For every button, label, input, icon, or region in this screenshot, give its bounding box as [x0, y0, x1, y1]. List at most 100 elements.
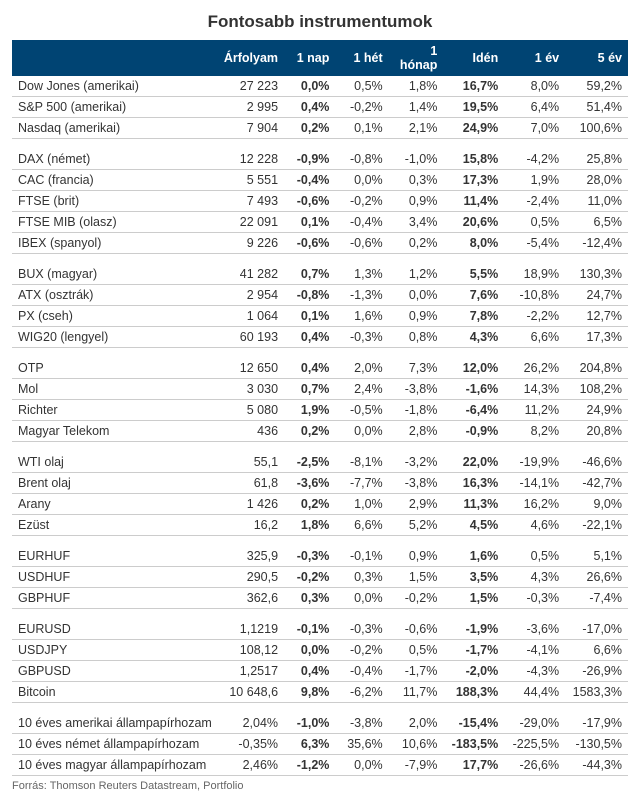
instrument-name: FTSE MIB (olasz) — [12, 212, 218, 233]
value-cell: -3,2% — [389, 452, 444, 473]
table-row: Brent olaj61,8-3,6%-7,7%-3,8%16,3%-14,1%… — [12, 473, 628, 494]
value-cell: -0,3% — [284, 546, 335, 567]
value-cell: -0,2% — [335, 640, 388, 661]
value-cell: 1,2% — [389, 264, 444, 285]
value-cell: 290,5 — [218, 567, 284, 588]
value-cell: 14,3% — [504, 379, 565, 400]
value-cell: 17,3% — [443, 170, 504, 191]
value-cell: -0,2% — [389, 588, 444, 609]
value-cell: 5 551 — [218, 170, 284, 191]
table-row: GBPHUF362,60,3%0,0%-0,2%1,5%-0,3%-7,4% — [12, 588, 628, 609]
value-cell: -2,5% — [284, 452, 335, 473]
group-spacer — [12, 609, 628, 620]
value-cell: 25,8% — [565, 149, 628, 170]
value-cell: 2,0% — [335, 358, 388, 379]
instrument-name: S&P 500 (amerikai) — [12, 97, 218, 118]
value-cell: 1,5% — [443, 588, 504, 609]
table-row: Magyar Telekom4360,2%0,0%2,8%-0,9%8,2%20… — [12, 421, 628, 442]
value-cell: 0,7% — [284, 379, 335, 400]
value-cell: -0,9% — [443, 421, 504, 442]
value-cell: -7,7% — [335, 473, 388, 494]
value-cell: 55,1 — [218, 452, 284, 473]
group-spacer — [12, 348, 628, 359]
value-cell: -0,2% — [335, 97, 388, 118]
value-cell: 11,4% — [443, 191, 504, 212]
value-cell: -5,4% — [504, 233, 565, 254]
value-cell: -183,5% — [443, 734, 504, 755]
value-cell: -2,4% — [504, 191, 565, 212]
value-cell: 1,2517 — [218, 661, 284, 682]
value-cell: -12,4% — [565, 233, 628, 254]
value-cell: -3,8% — [389, 379, 444, 400]
instrument-name: EURUSD — [12, 619, 218, 640]
value-cell: 0,2% — [389, 233, 444, 254]
value-cell: 1,4% — [389, 97, 444, 118]
value-cell: 6,6% — [504, 327, 565, 348]
table-row: OTP12 6500,4%2,0%7,3%12,0%26,2%204,8% — [12, 358, 628, 379]
value-cell: -42,7% — [565, 473, 628, 494]
value-cell: 0,9% — [389, 191, 444, 212]
group-spacer — [12, 139, 628, 150]
value-cell: -26,9% — [565, 661, 628, 682]
value-cell: 1,5% — [389, 567, 444, 588]
value-cell: -44,3% — [565, 755, 628, 776]
table-row: Bitcoin10 648,69,8%-6,2%11,7%188,3%44,4%… — [12, 682, 628, 703]
value-cell: 1,8% — [389, 76, 444, 97]
value-cell: 108,2% — [565, 379, 628, 400]
value-cell: 3,4% — [389, 212, 444, 233]
value-cell: 7 904 — [218, 118, 284, 139]
value-cell: 6,3% — [284, 734, 335, 755]
value-cell: 1,6% — [443, 546, 504, 567]
value-cell: 0,3% — [335, 567, 388, 588]
value-cell: -4,3% — [504, 661, 565, 682]
value-cell: -26,6% — [504, 755, 565, 776]
value-cell: 0,4% — [284, 661, 335, 682]
instrument-name: ATX (osztrák) — [12, 285, 218, 306]
value-cell: 1583,3% — [565, 682, 628, 703]
column-header: 5 év — [565, 40, 628, 76]
value-cell: 8,0% — [504, 76, 565, 97]
value-cell: 188,3% — [443, 682, 504, 703]
value-cell: 11,2% — [504, 400, 565, 421]
value-cell: -0,6% — [389, 619, 444, 640]
value-cell: 26,2% — [504, 358, 565, 379]
value-cell: 16,3% — [443, 473, 504, 494]
instrument-name: Arany — [12, 494, 218, 515]
value-cell: -1,3% — [335, 285, 388, 306]
value-cell: 7 493 — [218, 191, 284, 212]
instrument-name: WIG20 (lengyel) — [12, 327, 218, 348]
table-row: USDJPY108,120,0%-0,2%0,5%-1,7%-4,1%6,6% — [12, 640, 628, 661]
table-row: PX (cseh)1 0640,1%1,6%0,9%7,8%-2,2%12,7% — [12, 306, 628, 327]
value-cell: -7,9% — [389, 755, 444, 776]
value-cell: -4,1% — [504, 640, 565, 661]
value-cell: 5,5% — [443, 264, 504, 285]
group-spacer — [12, 536, 628, 547]
value-cell: 20,6% — [443, 212, 504, 233]
value-cell: 8,2% — [504, 421, 565, 442]
value-cell: 0,1% — [284, 212, 335, 233]
value-cell: -0,3% — [504, 588, 565, 609]
value-cell: 16,2% — [504, 494, 565, 515]
value-cell: -15,4% — [443, 713, 504, 734]
instrument-name: 10 éves német állampapírhozam — [12, 734, 218, 755]
instrument-name: GBPHUF — [12, 588, 218, 609]
instrument-name: PX (cseh) — [12, 306, 218, 327]
value-cell: 0,0% — [335, 421, 388, 442]
instrument-name: Bitcoin — [12, 682, 218, 703]
value-cell: 12,7% — [565, 306, 628, 327]
value-cell: -1,7% — [443, 640, 504, 661]
value-cell: -3,6% — [284, 473, 335, 494]
value-cell: 9 226 — [218, 233, 284, 254]
value-cell: 0,0% — [335, 588, 388, 609]
column-header — [12, 40, 218, 76]
value-cell: -0,8% — [284, 285, 335, 306]
column-header: Idén — [443, 40, 504, 76]
value-cell: 7,3% — [389, 358, 444, 379]
instrument-name: CAC (francia) — [12, 170, 218, 191]
value-cell: 4,6% — [504, 515, 565, 536]
value-cell: 2,4% — [335, 379, 388, 400]
value-cell: 2,1% — [389, 118, 444, 139]
value-cell: 0,0% — [284, 640, 335, 661]
table-row: WTI olaj55,1-2,5%-8,1%-3,2%22,0%-19,9%-4… — [12, 452, 628, 473]
value-cell: 108,12 — [218, 640, 284, 661]
